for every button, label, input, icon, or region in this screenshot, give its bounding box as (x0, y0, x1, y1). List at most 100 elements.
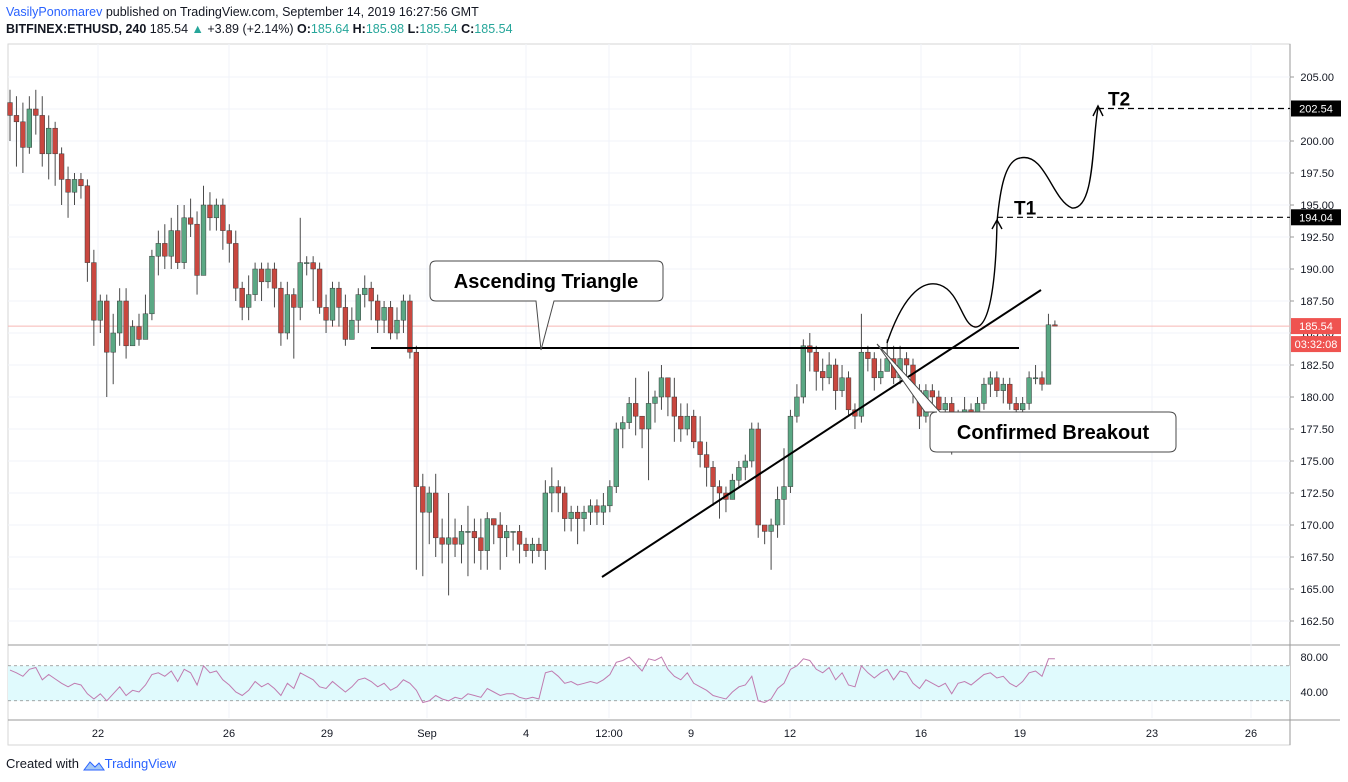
candle (207, 204, 213, 219)
candle (407, 300, 413, 353)
candles (7, 89, 1058, 596)
x-tick-label: 29 (321, 728, 333, 740)
candle (323, 307, 329, 321)
candle (800, 345, 807, 398)
candle (536, 543, 542, 551)
candle (310, 262, 316, 270)
high-value: 185.98 (365, 22, 405, 36)
candle (645, 403, 652, 430)
candle (220, 204, 226, 231)
drawings (371, 104, 1290, 578)
x-tick-label: 22 (92, 728, 104, 740)
candle (452, 537, 458, 545)
high-label: H: (352, 22, 366, 36)
rsi-line (9, 656, 1055, 704)
price-label: 185.54 (1299, 321, 1333, 333)
candle (52, 127, 58, 155)
candle (426, 492, 432, 513)
candle (749, 428, 755, 462)
candle (213, 204, 220, 219)
candle (1020, 403, 1026, 411)
candle (13, 115, 20, 123)
candle (607, 486, 613, 507)
candle (987, 377, 994, 385)
y-tick-label: 197.50 (1300, 168, 1334, 180)
y-tick-label: 170.00 (1300, 520, 1334, 532)
ascending-support-line (601, 289, 1042, 578)
y-tick-label: 180.00 (1300, 392, 1334, 404)
y-tick-label: 200.00 (1300, 136, 1334, 148)
candle (574, 511, 581, 519)
candle (878, 371, 884, 379)
rsi-tick-label: 40.00 (1300, 687, 1328, 699)
candle (504, 531, 510, 539)
candle (620, 422, 626, 430)
projection-path-1 (886, 221, 998, 344)
candle (484, 518, 490, 551)
rsi-levels (8, 665, 1290, 702)
candle (813, 351, 819, 372)
change-value: +3.89 (+2.14%) (207, 22, 294, 36)
candle (710, 467, 716, 487)
candle (671, 396, 678, 417)
candle (329, 287, 336, 321)
candle (929, 390, 936, 398)
candle (246, 294, 252, 308)
candle (316, 268, 323, 308)
candle (420, 486, 426, 513)
candle (523, 543, 529, 551)
candle (600, 505, 607, 513)
candle (168, 230, 174, 257)
price-label: 03:32:08 (1295, 339, 1338, 351)
open-value: 185.64 (310, 22, 350, 36)
price-label-bg (1291, 318, 1341, 335)
candle (768, 524, 774, 532)
projection-path-2 (996, 107, 1099, 223)
candle (1007, 383, 1013, 404)
tradingview-brand[interactable]: TradingView (104, 756, 177, 771)
y-tick-label: 165.00 (1300, 584, 1334, 596)
y-tick-label: 195.00 (1300, 200, 1334, 212)
candle (458, 531, 465, 545)
candle (936, 396, 942, 411)
candle (794, 396, 800, 417)
y-tick-label: 192.50 (1300, 232, 1334, 244)
y-tick-label: 182.50 (1300, 360, 1334, 372)
candle (594, 505, 600, 513)
candle (149, 255, 155, 315)
candle (445, 537, 452, 545)
candle (903, 358, 910, 366)
chart-header: VasilyPonomarev published on TradingView… (6, 4, 513, 38)
candle (413, 351, 420, 487)
candle (787, 415, 794, 487)
low-label: L: (407, 22, 420, 36)
candle (555, 486, 561, 494)
y-tick-label: 175.00 (1300, 456, 1334, 468)
candle (349, 319, 355, 340)
candle (587, 505, 594, 513)
y-tick-label: 177.50 (1300, 424, 1334, 436)
x-tick-label: Sep (417, 728, 437, 740)
last-price: 185.54 (149, 22, 189, 36)
callout-box-confirmed-breakout (876, 343, 1177, 453)
y-tick-label: 190.00 (1300, 264, 1334, 276)
y-tick-label: 162.50 (1300, 616, 1334, 628)
candle (832, 364, 839, 391)
candle (39, 115, 45, 155)
price-label: 202.54 (1299, 103, 1333, 115)
candle (187, 217, 194, 225)
candle (826, 364, 832, 379)
close-value: 185.54 (474, 22, 513, 36)
symbol-label[interactable]: BITFINEX:ETHUSD, 240 (6, 22, 147, 36)
x-tick-label: 19 (1014, 728, 1026, 740)
candle (581, 511, 587, 519)
candle (381, 307, 387, 321)
author-link[interactable]: VasilyPonomarev (6, 5, 103, 19)
rsi-band (8, 665, 1290, 701)
candle (20, 121, 26, 148)
candle (271, 268, 278, 289)
candle (110, 332, 116, 353)
candle (762, 524, 768, 532)
candle (33, 108, 39, 116)
